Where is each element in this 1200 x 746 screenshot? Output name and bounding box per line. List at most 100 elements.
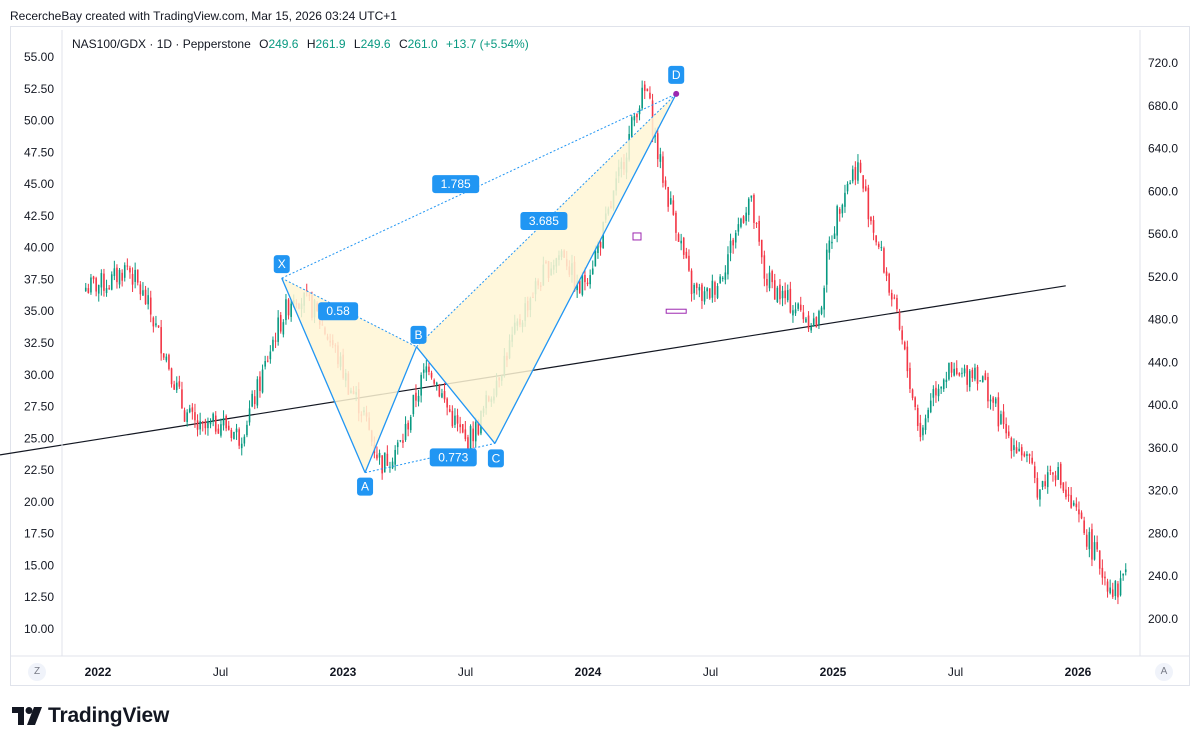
pattern-ratio-badge [432,175,480,194]
candle-body [903,342,906,350]
tradingview-logo[interactable]: TradingView [12,703,169,729]
candle-body [578,280,581,294]
candle-body [656,133,659,160]
symbol-name: NAS100/GDX · 1D · Pepperstone [72,37,251,51]
candle-body [955,368,958,374]
pattern-leg [494,93,677,444]
candle-body [142,290,144,296]
candle-body [638,108,641,115]
candle-body [875,235,877,243]
candle-body [851,169,854,182]
candle-body [953,368,955,376]
candle-body [1091,529,1093,560]
candle-body [732,239,734,246]
candle-body [188,408,191,413]
pattern-point-badge [357,477,374,496]
candle-body [667,186,669,207]
symbol-legend[interactable]: NAS100/GDX · 1D · Pepperstone O249.6 H26… [72,37,529,51]
candle-body [1010,438,1013,452]
candle-body [716,286,719,298]
candle-body [909,368,911,389]
candle-body [225,415,227,429]
candle-body [786,290,789,301]
candle-body [966,365,968,385]
pattern-ratio-badge [429,448,477,467]
candle-body [810,326,812,331]
candle-body [95,278,97,292]
candle-body [1054,475,1057,481]
candle-body [812,318,815,326]
candle-body [144,289,147,305]
candle-body [103,273,105,291]
left-axis-tick: 25.00 [24,431,54,445]
pattern-ratio-label: 3.685 [529,214,559,228]
candle-body [833,233,836,239]
left-axis-tick: 42.50 [24,209,54,223]
candle-body [233,431,235,440]
candle-body [1013,445,1015,451]
candle-body [126,265,129,267]
candle-body [1078,509,1080,515]
high-label: H [306,37,316,51]
candle-body [727,254,729,275]
candle-body [227,425,230,430]
candle-body [698,287,701,291]
x-axis-tick: 2026 [1065,665,1092,679]
candle-body [474,422,477,442]
candle-body [857,162,859,181]
candle-body [888,273,890,293]
candle-body [110,274,113,290]
pattern-ratio-label: 1.785 [441,177,471,191]
candle-body [1044,481,1046,487]
pattern-point-label: D [672,68,681,82]
candle-body [1083,520,1085,534]
auto-scale-right-button[interactable]: A [1155,663,1173,681]
candle-body [802,312,805,320]
candle-body [820,307,823,314]
candle-body [799,304,802,311]
candle-body [1114,580,1117,596]
tradingview-logo-icon [12,707,42,725]
candle-body [706,288,708,292]
candle-body [92,276,95,280]
candle-body [162,353,165,358]
candle-body [100,273,103,288]
candle-body [131,273,134,285]
x-axis-tick: 2025 [820,665,847,679]
candle-body [181,389,183,409]
candle-body [932,389,935,398]
candle-body [721,277,724,279]
candle-body [196,420,199,430]
candle-body [118,269,121,285]
candle-body [898,311,901,330]
auto-scale-left-button[interactable]: Z [28,663,46,681]
candle-body [139,284,142,295]
pattern-ratio-label: 0.773 [438,450,468,464]
candle-body [1039,489,1041,500]
candle-body [217,428,220,434]
candle-body [266,360,269,362]
candle-body [212,413,214,421]
low-value: 249.6 [360,37,391,51]
right-axis-tick: 680.0 [1148,99,1178,113]
candle-body [235,428,238,433]
candle-body [209,421,212,425]
candle-body [636,113,638,118]
right-axis-tick: 280.0 [1148,526,1178,540]
candle-body [825,249,828,285]
candle-body [253,396,256,405]
candle-body [378,452,381,458]
x-axis-tick: Jul [458,665,473,679]
candle-body [838,209,841,214]
low-label: L [353,37,361,51]
candle-body [1036,477,1039,498]
candle-body [688,255,690,271]
candle-body [160,327,162,354]
candle-body [753,195,755,223]
candle-body [981,376,984,383]
candle-body [446,398,448,408]
candle-body [940,386,942,389]
candle-body [797,303,799,309]
candle-body [703,291,706,302]
